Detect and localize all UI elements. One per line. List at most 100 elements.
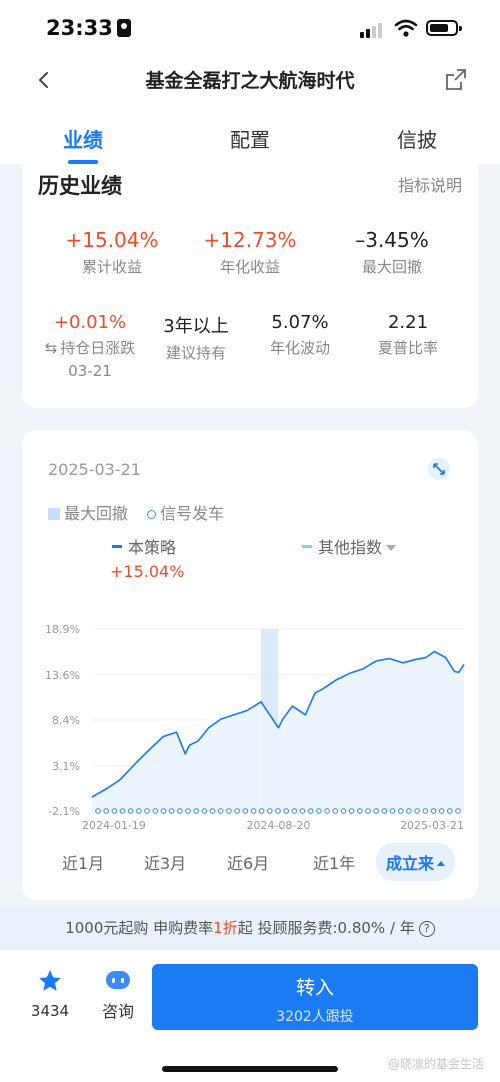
signal-marker xyxy=(316,808,322,814)
performance-chart-card: 2025-03-21 最大回撤 信号发车 本策略 其他指数 +15.04% 18… xyxy=(22,430,478,900)
y-tick-label: 18.9% xyxy=(45,623,80,636)
tab-allocation[interactable]: 配置 xyxy=(230,128,270,152)
metric-cumulative-return: +15.04% 累计收益 xyxy=(42,228,182,277)
signal-marker xyxy=(95,808,101,814)
metric-suggested-holding: 3年以上 建议持有 xyxy=(150,312,242,363)
fee-text-1: 1000元起购 申购费率 xyxy=(65,919,214,937)
expand-icon[interactable] xyxy=(428,458,450,480)
range-1m[interactable]: 近1月 xyxy=(62,854,105,873)
signal-marker xyxy=(152,808,159,814)
metric-label: 持仓日涨跌 xyxy=(60,339,136,357)
signal-marker xyxy=(332,808,339,814)
person-id-icon xyxy=(116,19,131,37)
signal-marker xyxy=(381,808,388,814)
signal-marker xyxy=(373,808,380,814)
metric-sharpe-ratio: 2.21 夏普比率 xyxy=(362,312,454,358)
metric-value: +12.73% xyxy=(203,228,297,252)
signal-marker xyxy=(250,808,257,814)
signal-marker xyxy=(414,808,420,814)
signal-marker xyxy=(176,808,183,814)
swap-icon: ⇆ xyxy=(44,339,58,357)
drawdown-legend-swatch xyxy=(48,508,60,520)
signal-marker xyxy=(291,808,298,814)
battery-icon xyxy=(426,20,462,36)
consult-label: 咨询 xyxy=(101,1002,134,1021)
y-tick-label: 3.1% xyxy=(52,760,80,773)
signal-marker xyxy=(348,808,355,814)
metric-label: 建议持有 xyxy=(165,344,226,362)
metric-label: 夏普比率 xyxy=(377,339,438,357)
signal-marker xyxy=(226,808,232,814)
series-toggle-other[interactable]: 其他指数 xyxy=(302,534,397,558)
tab-active-indicator xyxy=(68,160,98,164)
tab-bar: 业绩 配置 信披 xyxy=(0,102,500,164)
y-tick-label: -2.1% xyxy=(48,805,80,818)
help-icon[interactable]: ? xyxy=(418,921,435,937)
signal-marker xyxy=(324,808,330,814)
back-arrow-icon[interactable] xyxy=(34,70,54,90)
signal-marker xyxy=(365,808,371,814)
metric-holding-daily-change: +0.01% ⇆ 持仓日涨跌 03-21 xyxy=(40,312,140,380)
series-toggle-main[interactable]: 本策略 xyxy=(112,534,176,558)
signal-marker xyxy=(119,808,126,814)
chat-bot-icon xyxy=(106,971,130,989)
consult-button[interactable]: 咨询 xyxy=(98,968,138,1022)
signal-marker xyxy=(111,808,118,814)
metric-label: 年化收益 xyxy=(219,258,280,276)
bottom-action-bar: 3434 咨询 转入 3202人跟投 xyxy=(0,950,500,1082)
metric-label: 年化波动 xyxy=(269,339,330,357)
share-icon[interactable] xyxy=(443,67,469,93)
signal-marker xyxy=(144,808,150,814)
signal-marker xyxy=(217,808,224,814)
favorite-count: 3434 xyxy=(30,1002,70,1020)
x-tick-label: 2024-08-20 xyxy=(246,819,310,832)
signal-legend-marker xyxy=(147,510,157,519)
metric-value: +0.01% xyxy=(53,312,127,333)
tab-performance[interactable]: 业绩 xyxy=(63,128,103,152)
series-main-value: +15.04% xyxy=(110,562,185,581)
series-other-swatch xyxy=(302,545,312,548)
caret-up-icon xyxy=(437,861,446,866)
metric-max-drawdown: –3.45% 最大回撤 xyxy=(322,228,462,277)
history-performance-card: 历史业绩 指标说明 +15.04% 累计收益 +12.73% 年化收益 –3.4… xyxy=(22,164,478,408)
status-time: 23:33 xyxy=(46,16,131,40)
metric-annualized-volatility: 5.07% 年化波动 xyxy=(254,312,346,358)
y-tick-label: 13.6% xyxy=(45,669,80,682)
metric-value: –3.45% xyxy=(355,228,429,252)
range-6m[interactable]: 近6月 xyxy=(227,854,270,873)
section-title: 历史业绩 xyxy=(38,174,122,198)
series-main-name: 本策略 xyxy=(128,538,177,557)
signal-marker xyxy=(340,808,347,814)
buy-button[interactable]: 转入 3202人跟投 xyxy=(152,964,478,1030)
status-bar: 23:33 xyxy=(0,0,500,58)
signal-marker xyxy=(438,808,445,814)
range-1y[interactable]: 近1年 xyxy=(313,854,356,873)
series-main-swatch xyxy=(112,545,122,548)
performance-line-chart[interactable]: 18.9% 13.6% 8.4% 3.1% -2.1%2024-01-19 2024-08… xyxy=(22,430,478,850)
range-since-inception[interactable]: 成立来 xyxy=(376,843,456,881)
metrics-explanation-link[interactable]: 指标说明 xyxy=(397,176,462,195)
range-label: 成立来 xyxy=(386,854,435,873)
y-tick-label: 8.4% xyxy=(52,714,80,727)
series-line xyxy=(91,650,465,798)
metric-value: +15.04% xyxy=(65,228,159,252)
signal-marker xyxy=(266,808,273,814)
signal-marker xyxy=(127,808,134,814)
signal-marker xyxy=(160,808,167,814)
metric-value: 5.07% xyxy=(271,312,329,333)
signal-marker xyxy=(234,808,240,814)
tab-disclosure[interactable]: 信披 xyxy=(397,128,437,152)
signal-marker xyxy=(168,808,175,814)
signal-marker xyxy=(422,808,429,814)
metric-annualized-return: +12.73% 年化收益 xyxy=(180,228,320,277)
metric-label-row[interactable]: ⇆ 持仓日涨跌 xyxy=(40,337,140,358)
fee-info-bar: 1000元起购 申购费率1折起 投顾服务费:0.80% / 年? xyxy=(0,906,500,950)
range-3m[interactable]: 近3月 xyxy=(144,854,187,873)
signal-marker xyxy=(275,808,281,814)
favorite-button[interactable]: 3434 xyxy=(28,968,72,1020)
signal-marker xyxy=(242,808,249,814)
signal-marker xyxy=(397,808,404,814)
buy-label: 转入 xyxy=(295,977,334,999)
metric-value: 2.21 xyxy=(387,312,429,333)
signal-marker xyxy=(283,808,290,814)
